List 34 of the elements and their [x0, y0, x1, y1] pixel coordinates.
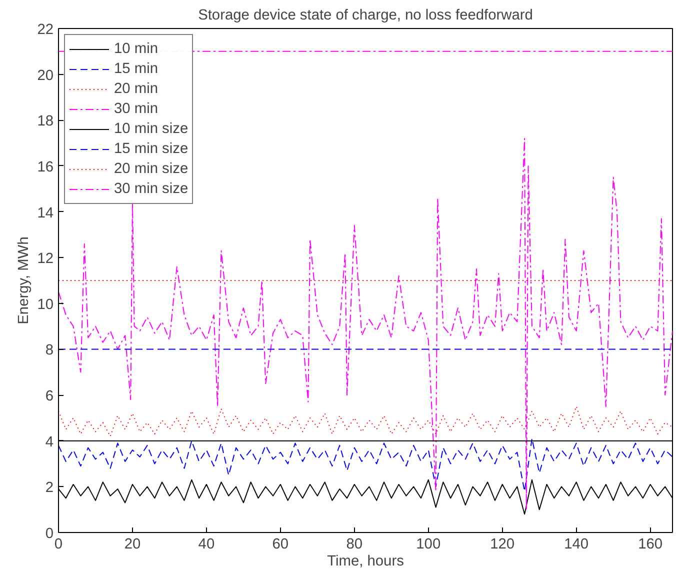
legend-label: 20 min [114, 81, 158, 97]
line-series [58, 406, 672, 437]
x-tick-label: 160 [638, 536, 663, 552]
y-axis-title: Energy, MWh [16, 236, 32, 324]
legend-label: 15 min size [114, 141, 188, 157]
y-tick-label: 6 [45, 388, 54, 405]
line-series [58, 138, 672, 510]
x-tick-label: 60 [272, 536, 289, 552]
legend-label: 15 min [114, 61, 158, 77]
x-tick-label: 80 [346, 536, 363, 552]
y-tick-label: 20 [37, 68, 54, 84]
legend-label: 10 min [114, 41, 158, 57]
legend-label: 10 min size [114, 121, 188, 137]
line-series [58, 438, 672, 492]
y-tick-label: 14 [37, 205, 54, 222]
x-tick-label: 140 [564, 536, 589, 552]
y-tick-label: 8 [45, 342, 54, 359]
y-tick-label: 12 [37, 251, 54, 268]
x-tick-label: 100 [416, 536, 441, 552]
x-tick-label: 20 [124, 536, 141, 552]
chart-title: Storage device state of charge, no loss feedforward [198, 8, 533, 24]
legend-label: 30 min size [114, 181, 188, 197]
legend-label: 20 min size [114, 161, 188, 177]
x-axis-title: Time, hours [327, 554, 404, 570]
y-tick-label: 4 [45, 434, 54, 450]
y-tick-label: 16 [37, 159, 54, 176]
y-tick-label: 2 [45, 480, 54, 496]
x-tick-label: 120 [490, 536, 515, 552]
y-tick-label: 22 [37, 22, 54, 38]
x-tick-label: 40 [198, 536, 215, 552]
y-tick-label: 10 [37, 296, 54, 313]
legend-label: 30 min [114, 101, 158, 117]
y-tick-label: 0 [45, 526, 54, 542]
y-tick-label: 18 [37, 114, 54, 130]
